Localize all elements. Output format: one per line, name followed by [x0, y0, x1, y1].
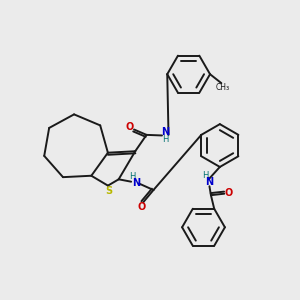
Text: CH₃: CH₃	[215, 83, 230, 92]
Text: N: N	[206, 177, 214, 188]
Text: H: H	[162, 135, 169, 144]
Text: O: O	[137, 202, 146, 212]
Text: H: H	[202, 171, 209, 180]
Text: S: S	[105, 186, 112, 196]
Text: O: O	[126, 122, 134, 131]
Text: H: H	[129, 172, 136, 182]
Text: O: O	[225, 188, 233, 198]
Text: N: N	[132, 178, 140, 188]
Text: N: N	[161, 127, 169, 137]
